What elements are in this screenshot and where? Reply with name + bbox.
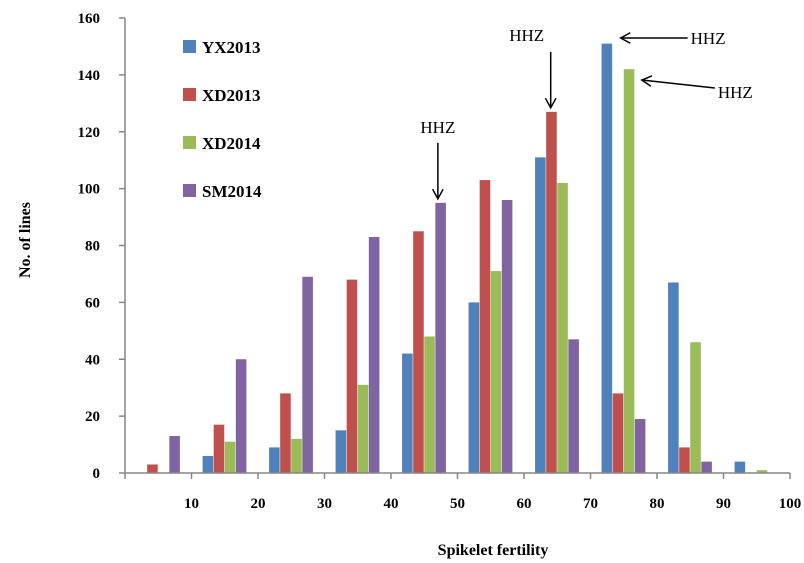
bar-xd2013-0 [147, 464, 158, 473]
bar-xd2013-20 [280, 393, 291, 474]
y-tick-label: 100 [78, 182, 101, 198]
bar-yx2013-60 [535, 157, 546, 473]
bar-xd2014-80 [690, 342, 701, 473]
legend-swatch-yx2013 [183, 40, 196, 53]
bar-xd2014-20 [291, 438, 302, 474]
x-axis-title: Spikelet fertility [438, 542, 549, 559]
y-tick-label: 0 [93, 466, 101, 482]
legend-label-xd2014: XD2014 [202, 134, 261, 153]
bar-xd2013-30 [346, 279, 358, 474]
legend-swatch-sm2014 [183, 184, 196, 197]
bar-yx2013-90 [734, 461, 746, 474]
y-tick-label: 160 [78, 11, 101, 27]
annotation-label: HHZ [509, 26, 544, 45]
bar-xd2014-40 [424, 336, 435, 473]
x-ticks: 10 20 30 40 50 60 70 80 90 100 [124, 473, 802, 512]
bar-sm2014-80 [701, 461, 712, 474]
bar-sm2014-40 [435, 202, 446, 473]
x-tick-label: 100 [779, 496, 802, 512]
bar-xd2014-50 [490, 271, 502, 473]
y-tick-label: 40 [85, 352, 100, 368]
x-tick-label: 90 [716, 496, 731, 512]
x-tick-label: 80 [650, 496, 665, 512]
bar-xd2013-40 [413, 231, 424, 473]
y-tick-label: 20 [85, 409, 100, 425]
x-tick-label: 50 [450, 496, 465, 512]
y-tick-label: 80 [85, 239, 100, 255]
annotation-label: HHZ [691, 29, 726, 48]
bar-xd2014-10 [224, 441, 236, 473]
bar-xd2014-60 [557, 182, 568, 473]
bar-yx2013-50 [468, 302, 480, 474]
x-tick-label: 70 [583, 496, 598, 512]
annotation-arrow [641, 79, 715, 89]
bar-yx2013-20 [269, 447, 280, 473]
annotation-arrowhead [544, 97, 557, 110]
bar-sm2014-60 [568, 339, 579, 473]
bar-sm2014-50 [501, 200, 513, 473]
legend-swatch-xd2014 [183, 136, 196, 149]
y-tick-label: 140 [78, 68, 101, 84]
bar-yx2013-70 [601, 43, 613, 474]
y-ticks: 0 20 40 60 80 100 120 140 160 [78, 11, 125, 482]
bar-xd2013-60 [546, 111, 557, 473]
annotation-arrowhead [640, 75, 653, 87]
x-tick-label: 10 [184, 496, 199, 512]
y-tick-label: 60 [85, 295, 100, 311]
legend-label-sm2014: SM2014 [202, 182, 262, 201]
bar-sm2014-30 [368, 236, 380, 473]
y-axis-title: No. of lines [17, 202, 34, 278]
bar-xd2013-80 [679, 447, 690, 473]
bar-sm2014-20 [302, 276, 313, 473]
x-tick-label: 30 [317, 496, 332, 512]
annotations: HHZ HHZ HHZ HHZ [420, 26, 753, 201]
bar-sm2014-70 [634, 418, 646, 473]
bar-xd2014-90 [756, 470, 768, 473]
bars [147, 43, 768, 474]
legend-swatch-xd2013 [183, 88, 196, 101]
x-tick-label: 60 [517, 496, 532, 512]
legend-label-xd2013: XD2013 [202, 86, 261, 105]
bar-xd2014-30 [357, 384, 369, 473]
legend-label-yx2013: YX2013 [202, 38, 261, 57]
x-tick-label: 40 [384, 496, 399, 512]
bar-yx2013-10 [202, 455, 214, 473]
annotation-arrowhead [619, 32, 631, 44]
annotation-label: HHZ [718, 83, 753, 102]
bar-xd2013-50 [479, 180, 491, 473]
bar-yx2013-30 [335, 430, 347, 473]
bar-xd2013-10 [213, 424, 225, 473]
y-tick-label: 120 [78, 125, 101, 141]
annotation-arrowhead [431, 188, 444, 201]
bar-sm2014-10 [235, 359, 247, 473]
annotation-label: HHZ [420, 118, 455, 137]
bar-xd2014-70 [623, 69, 635, 473]
legend: YX2013 XD2013 XD2014 SM2014 [183, 38, 262, 201]
bar-xd2013-70 [612, 393, 624, 474]
bar-yx2013-80 [668, 282, 679, 473]
bar-sm2014-0 [169, 436, 180, 473]
x-tick-label: 20 [251, 496, 266, 512]
bar-yx2013-40 [402, 353, 413, 473]
